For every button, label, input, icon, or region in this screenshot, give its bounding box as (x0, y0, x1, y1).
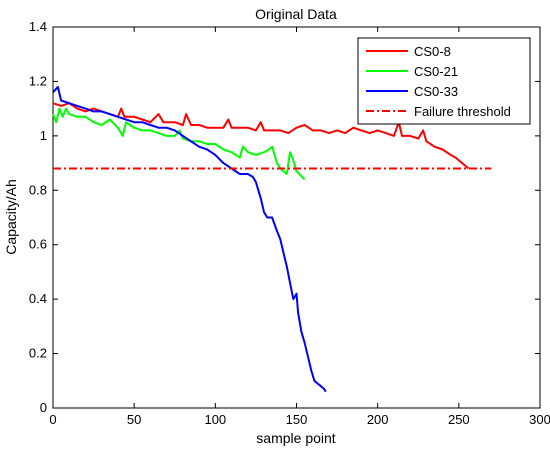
y-tick-label: 0 (40, 400, 47, 415)
y-tick-label: 1.2 (29, 73, 47, 88)
series-line-1 (52, 102, 470, 170)
legend-label: Failure threshold (414, 104, 511, 119)
y-tick-label: 0.2 (29, 346, 47, 361)
legend-box (357, 37, 531, 125)
series-line-3 (52, 85, 327, 393)
x-tick-label: 100 (204, 412, 226, 427)
series-lines (52, 85, 492, 393)
x-axis-label: sample point (256, 430, 335, 446)
x-tick-label: 300 (529, 412, 550, 427)
legend-label: CS0-21 (414, 64, 458, 79)
y-tick-label: 1 (40, 128, 47, 143)
chart-title: Original Data (255, 6, 337, 22)
x-tick-label: 200 (367, 412, 389, 427)
y-tick-label: 0.8 (29, 182, 47, 197)
x-tick-label: 250 (448, 412, 470, 427)
y-tick-label: 0.4 (29, 291, 47, 306)
x-tick-label: 50 (127, 412, 141, 427)
legend-label: CS0-33 (414, 84, 458, 99)
y-axis-label: Capacity/Ah (3, 179, 19, 254)
x-tick-label: 0 (49, 412, 56, 427)
legend-label: CS0-8 (414, 44, 451, 59)
axis-ticks: 0 50 100 150 200 250 300 0 0.2 0.4 0.6 0.8 1 1.2 1.4 (29, 19, 550, 427)
y-tick-label: 0.6 (29, 237, 47, 252)
x-tick-label: 150 (286, 412, 308, 427)
y-tick-label: 1.4 (29, 19, 47, 34)
legend: CS0-8 CS0-21 CS0-33 Failure threshold (357, 37, 531, 125)
